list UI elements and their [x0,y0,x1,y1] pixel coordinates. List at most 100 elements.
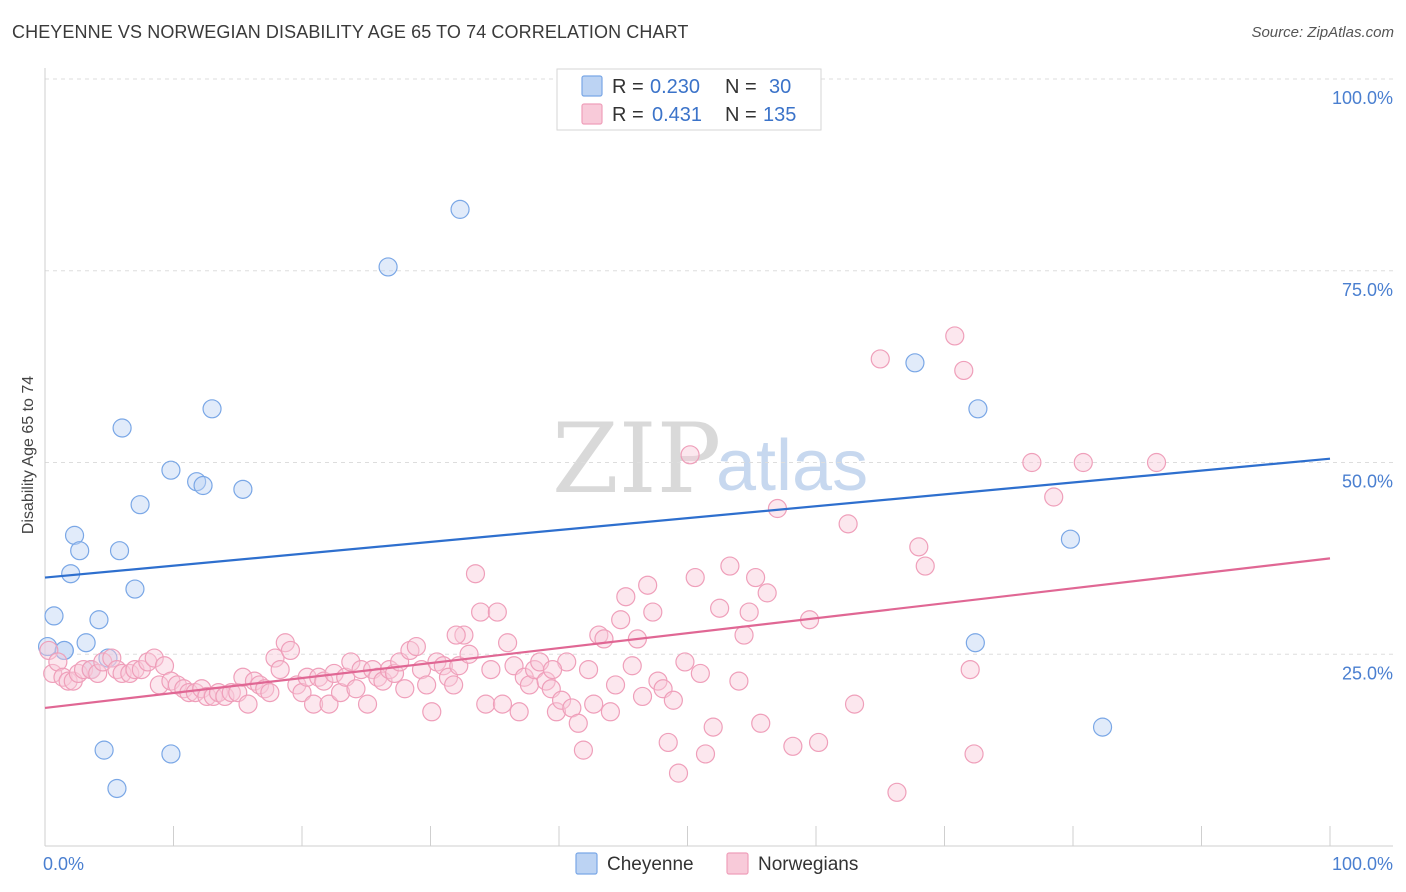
point-norwegians-118 [690,663,710,684]
bottom-legend-label-norwegians: Norwegians [758,854,858,875]
point-cheyenne-12 [109,541,130,561]
point-norwegians-148 [710,598,730,618]
point-norwegians-1 [43,663,63,684]
point-norwegians-65 [406,636,426,657]
point-cheyenne-19 [193,475,213,496]
point-norwegians-49 [319,694,339,714]
point-norwegians-37 [255,679,275,699]
point-norwegians-77 [471,602,491,622]
point-norwegians-120 [703,717,723,737]
y-tick-label-50: 50.0% [1342,472,1393,492]
point-norwegians-122 [729,671,749,691]
point-norwegians-39 [265,648,285,668]
trend-line-norwegians [44,557,1331,710]
point-norwegians-40 [270,659,290,680]
point-norwegians-74 [454,625,474,645]
point-norwegians-142 [1022,452,1042,473]
point-norwegians-112 [658,732,678,753]
point-cheyenne-13 [112,418,132,438]
point-cheyenne-4 [64,525,85,545]
point-norwegians-91 [546,702,567,722]
point-norwegians-6 [68,663,89,684]
point-norwegians-116 [680,445,700,465]
point-norwegians-63 [395,679,415,699]
point-norwegians-84 [509,702,529,722]
point-norwegians-124 [739,602,759,622]
legend-n-label-norwegians: N = [725,104,757,126]
series-cheyenne-points [37,199,1113,799]
y-tick-label-100: 100.0% [1332,88,1393,108]
point-norwegians-51 [330,682,351,703]
point-norwegians-107 [632,686,653,707]
point-norwegians-9 [88,663,108,684]
point-cheyenne-27 [1060,529,1081,549]
point-cheyenne-23 [450,199,470,219]
point-norwegians-100 [594,629,614,649]
point-norwegians-2 [48,652,68,672]
series-legend: Cheyenne Norwegians [575,852,858,875]
point-norwegians-146 [446,625,466,645]
correlation-legend: R = 0.230 N = 30 R = 0.431 N = 135 [556,68,822,131]
point-cheyenne-20 [202,399,222,419]
point-norwegians-46 [303,694,324,714]
point-norwegians-42 [280,640,301,661]
point-norwegians-44 [292,682,312,703]
legend-r-label-cheyenne: R = [612,76,644,98]
point-norwegians-139 [954,360,974,381]
point-norwegians-54 [346,679,366,699]
point-norwegians-13 [112,663,132,684]
point-norwegians-147 [542,659,563,680]
point-norwegians-108 [638,575,658,595]
point-norwegians-18 [144,648,164,668]
point-norwegians-80 [487,602,507,622]
x-tick-label-min: 0.0% [43,854,84,874]
gridlines [45,78,1393,655]
point-cheyenne-25 [965,633,985,653]
legend-r-label-norwegians: R = [612,104,644,126]
bottom-legend-swatch-cheyenne [575,852,598,875]
x-tick-label-max: 100.0% [1332,854,1393,874]
point-norwegians-145 [1146,452,1167,473]
point-norwegians-97 [578,659,599,680]
point-norwegians-35 [244,671,265,691]
point-norwegians-33 [233,667,253,687]
bottom-legend-swatch-norwegians [726,852,749,875]
point-cheyenne-17 [161,744,181,764]
series-norwegians-points [39,326,1167,802]
y-axis-label: Disability Age 65 to 74 [20,376,37,534]
point-cheyenne-8 [89,610,109,630]
point-norwegians-67 [417,675,437,695]
point-cheyenne-15 [130,495,150,515]
point-norwegians-119 [695,744,716,764]
point-norwegians-134 [870,349,890,369]
legend-swatch-norwegians [581,103,603,125]
point-norwegians-72 [444,675,464,695]
axes [44,68,1393,847]
point-norwegians-123 [734,625,754,645]
point-cheyenne-11 [107,778,127,799]
point-norwegians-101 [600,702,621,722]
point-cheyenne-1 [44,606,64,626]
legend-r-value-norwegians: 0.431 [652,104,702,126]
point-norwegians-136 [909,537,929,557]
point-norwegians-34 [238,694,258,714]
point-norwegians-31 [221,682,241,703]
point-norwegians-7 [73,659,94,680]
chart-title: CHEYENNE VS NORWEGIAN DISABILITY AGE 65 … [12,22,689,42]
point-norwegians-143 [1044,487,1064,507]
point-norwegians-76 [465,564,486,584]
point-norwegians-115 [675,652,695,672]
trend-line-cheyenne [44,457,1331,579]
point-norwegians-127 [757,583,777,603]
y-tick-label-75: 75.0% [1342,280,1393,300]
point-norwegians-38 [260,682,280,703]
point-norwegians-140 [960,659,980,680]
point-norwegians-96 [573,740,594,760]
x-ticks [44,826,1331,846]
point-norwegians-137 [915,556,935,576]
point-cheyenne-21 [233,479,253,499]
point-norwegians-59 [373,671,393,691]
point-norwegians-78 [476,694,496,714]
point-norwegians-105 [622,656,642,676]
